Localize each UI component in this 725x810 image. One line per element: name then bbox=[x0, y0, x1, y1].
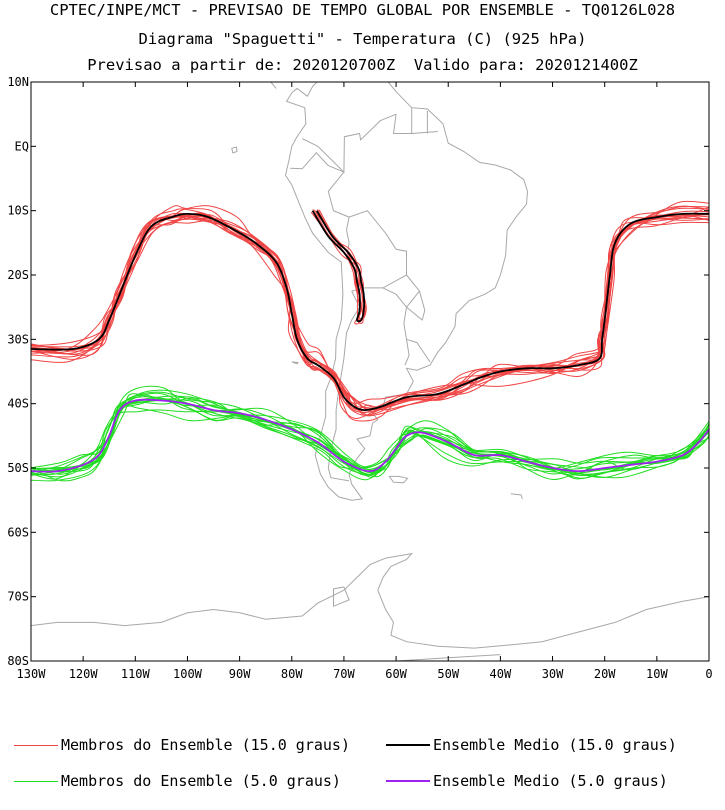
x-tick-label: 60W bbox=[385, 667, 407, 681]
x-tick-label: 30W bbox=[542, 667, 564, 681]
y-tick-label: 80S bbox=[7, 654, 29, 668]
coastline bbox=[403, 290, 420, 340]
coastline bbox=[231, 146, 238, 154]
x-tick-label: 120W bbox=[69, 667, 99, 681]
chart-title-line-3: Previsao a partir de: 2020120700Z Valido… bbox=[87, 56, 638, 74]
legend-label: Membros do Ensemble (5.0 graus) bbox=[61, 772, 341, 790]
chart-title-line-1: CPTEC/INPE/MCT - PREVISAO DE TEMPO GLOBA… bbox=[49, 1, 676, 19]
chart-title-line-2: Diagrama "Spaguetti" - Temperatura (C) (… bbox=[138, 30, 587, 48]
x-tick-label: 90W bbox=[229, 667, 251, 681]
ensemble-mean-layer bbox=[31, 210, 709, 473]
y-axis-labels: 10N EQ 10S 20S 30S 40S 50S 60S 70S 80S bbox=[7, 75, 29, 668]
x-tick-label: 110W bbox=[121, 667, 151, 681]
legend-swatch-red bbox=[14, 744, 58, 746]
ensemble-member-line bbox=[31, 394, 709, 474]
y-tick-label: 20S bbox=[7, 268, 29, 282]
coastline bbox=[291, 361, 299, 365]
legend-item-black-mean: Ensemble Medio (15.0 graus) bbox=[386, 736, 677, 754]
x-tick-label: 20W bbox=[594, 667, 616, 681]
coastline bbox=[290, 152, 345, 173]
ensemble-member-line bbox=[31, 210, 709, 411]
ensemble-mean-line-15 bbox=[31, 212, 709, 412]
legend-swatch-purple bbox=[386, 780, 430, 782]
y-tick-label: EQ bbox=[15, 139, 29, 153]
coastline bbox=[333, 586, 350, 608]
coastline bbox=[382, 274, 426, 321]
coastline bbox=[270, 82, 277, 89]
coastline bbox=[388, 475, 409, 484]
y-tick-label: 10S bbox=[7, 204, 29, 218]
ensemble-member-line bbox=[31, 385, 709, 482]
axis-ticks bbox=[30, 81, 710, 662]
x-tick-label: 70W bbox=[333, 667, 355, 681]
legend: Membros do Ensemble (15.0 graus) Ensembl… bbox=[0, 730, 725, 810]
spaghetti-map: 130W 120W 110W 100W 90W 80W 70W 60W 50W 40W 30W 20W… bbox=[7, 75, 713, 681]
x-axis-labels: 130W 120W 110W 100W 90W 80W 70W 60W 50W 40W 30W 20W… bbox=[17, 667, 713, 681]
plot-frame bbox=[30, 81, 710, 662]
ensemble-member-line bbox=[31, 404, 709, 469]
legend-swatch-green bbox=[14, 780, 58, 782]
x-tick-label: 50W bbox=[437, 667, 459, 681]
ensemble-member-line bbox=[31, 200, 709, 422]
ensemble-member-line bbox=[314, 213, 365, 322]
legend-item-green-members: Membros do Ensemble (5.0 graus) bbox=[14, 772, 341, 790]
legend-swatch-black bbox=[386, 744, 430, 746]
y-tick-label: 70S bbox=[7, 590, 29, 604]
coastline bbox=[327, 290, 361, 482]
coastline bbox=[348, 210, 407, 292]
y-tick-label: 30S bbox=[7, 332, 29, 346]
coastline-layer bbox=[31, 82, 709, 661]
x-tick-label: 10W bbox=[646, 667, 668, 681]
y-tick-label: 40S bbox=[7, 397, 29, 411]
x-tick-label: 40W bbox=[490, 667, 512, 681]
legend-label: Ensemble Medio (15.0 graus) bbox=[433, 736, 677, 754]
coastline bbox=[404, 339, 410, 366]
x-tick-label: 80W bbox=[281, 667, 303, 681]
coastline bbox=[31, 552, 709, 649]
coastline bbox=[510, 493, 523, 500]
y-tick-label: 50S bbox=[7, 461, 29, 475]
legend-item-red-members: Membros do Ensemble (15.0 graus) bbox=[14, 736, 350, 754]
ensemble-member-line bbox=[31, 205, 709, 416]
ensemble-mean-line-15 bbox=[311, 210, 365, 323]
legend-label: Ensemble Medio (5.0 graus) bbox=[433, 772, 668, 790]
legend-item-purple-mean: Ensemble Medio (5.0 graus) bbox=[386, 772, 668, 790]
coastline bbox=[301, 113, 397, 174]
x-tick-label: 0 bbox=[705, 667, 712, 681]
ensemble-mean-line-5 bbox=[31, 398, 709, 473]
ensemble-member-line bbox=[31, 399, 709, 474]
y-tick-label: 60S bbox=[7, 525, 29, 539]
ensemble-members-layer bbox=[31, 200, 709, 482]
coastline bbox=[406, 338, 431, 363]
y-tick-label: 10N bbox=[7, 75, 29, 89]
x-tick-label: 100W bbox=[173, 667, 203, 681]
coastline bbox=[392, 114, 438, 134]
legend-label: Membros do Ensemble (15.0 graus) bbox=[61, 736, 350, 754]
x-tick-label: 130W bbox=[17, 667, 47, 681]
